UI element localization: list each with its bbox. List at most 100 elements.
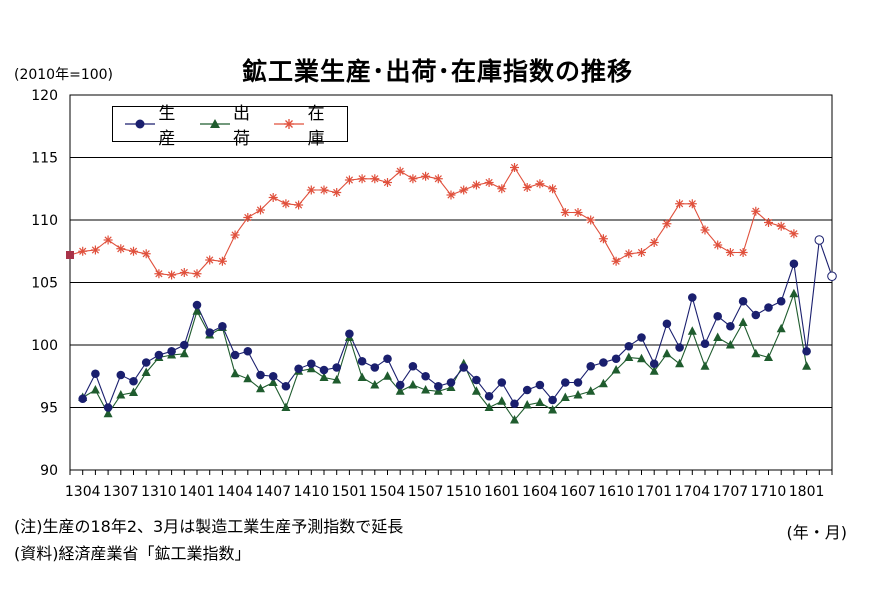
shipments-point — [675, 358, 685, 368]
legend-label-shipments: 出荷 — [233, 104, 250, 149]
x-tick-label: 1607 — [560, 484, 596, 500]
shipments-point — [789, 288, 799, 298]
y-tick-label: 105 — [31, 276, 58, 292]
production-point — [370, 363, 380, 372]
inventory-point — [548, 184, 558, 194]
shipments-line — [82, 291, 808, 421]
inventory-point — [306, 185, 316, 195]
legend-marker-production — [125, 119, 155, 129]
shipments-point — [141, 367, 151, 376]
production-point — [688, 293, 697, 302]
inventory-point — [357, 174, 367, 184]
production-point — [116, 370, 126, 380]
shipments-point — [256, 383, 265, 393]
shipments-point — [383, 371, 392, 380]
shipments-point — [738, 317, 748, 326]
production-point — [484, 391, 494, 401]
inventory-point — [90, 245, 100, 255]
inventory-point — [179, 268, 189, 277]
production-point — [268, 371, 278, 381]
inventory-point — [344, 175, 354, 185]
production-point — [332, 363, 342, 372]
shipments-point — [421, 385, 431, 394]
production-point — [357, 356, 367, 366]
inventory-point — [611, 256, 621, 266]
production-point — [154, 350, 164, 360]
production-point — [675, 343, 684, 352]
production-point — [738, 296, 748, 306]
x-tick-label: 1504 — [370, 484, 406, 500]
production-point — [395, 380, 405, 390]
production-point — [307, 359, 316, 369]
inventory-line — [69, 166, 795, 276]
shipments-point — [751, 348, 761, 358]
shipments-point — [802, 361, 812, 370]
production-point — [497, 378, 507, 387]
shipments-point — [370, 380, 380, 389]
chart-legend: 生産 出荷 在庫 — [112, 104, 348, 149]
production-point — [446, 378, 456, 387]
inventory-point — [433, 174, 443, 184]
shipments-point — [116, 390, 126, 399]
x-tick-label: 1704 — [674, 484, 710, 500]
y-tick-label: 115 — [31, 151, 58, 167]
production-point — [281, 381, 291, 391]
x-tick-label: 1601 — [484, 484, 520, 500]
shipments-point — [637, 353, 646, 363]
production-point — [713, 311, 722, 321]
inventory-point — [332, 188, 342, 197]
production-point — [522, 385, 532, 395]
legend-item-inventory: 在庫 — [272, 99, 341, 149]
shipments-point — [90, 385, 100, 394]
x-tick-label: 1310 — [141, 484, 177, 500]
production-point — [256, 370, 265, 380]
inventory-point — [78, 246, 88, 256]
inventory-point — [484, 178, 494, 187]
inventory-point — [103, 235, 113, 245]
production-point — [294, 364, 303, 374]
y-tick-label: 110 — [31, 213, 58, 229]
production-point — [637, 333, 646, 342]
x-tick-label: 1410 — [293, 484, 329, 500]
x-tick-label: 1801 — [789, 484, 825, 500]
inventory-point — [471, 180, 481, 190]
production-point — [421, 371, 430, 381]
inventory-point — [294, 200, 304, 210]
production-point — [649, 359, 659, 369]
y-tick-label: 100 — [31, 338, 58, 354]
inventory-point — [256, 205, 265, 215]
shipments-point — [510, 415, 519, 424]
shipments-point — [192, 306, 202, 315]
production-point — [383, 354, 392, 364]
production-projection-point — [814, 235, 825, 245]
production-point — [91, 369, 100, 379]
shipments-point — [103, 408, 113, 418]
production-point — [624, 341, 634, 351]
x-unit-label: (年・月) — [786, 523, 848, 542]
shipments-point — [649, 366, 659, 375]
production-point — [561, 378, 570, 387]
production-point — [548, 395, 557, 405]
shipments-point — [776, 323, 786, 333]
legend-label-inventory: 在庫 — [307, 104, 325, 149]
inventory-point — [598, 234, 608, 244]
inventory-point — [154, 269, 164, 279]
production-point — [434, 381, 443, 391]
shipments-point — [586, 386, 596, 395]
production-point — [776, 296, 786, 306]
chart-title: 鉱工業生産･出荷･在庫指数の推移 — [241, 57, 633, 86]
inventory-point — [205, 255, 215, 265]
x-tick-label: 1710 — [751, 484, 787, 500]
inventory-point — [751, 206, 761, 216]
shipments-point — [535, 397, 545, 406]
shipments-point — [662, 348, 672, 358]
inventory-point — [66, 251, 74, 259]
shipments-point — [129, 387, 138, 396]
x-tick-label: 1507 — [408, 484, 444, 500]
inventory-point — [649, 238, 659, 247]
shipments-point — [598, 378, 608, 388]
inventory-point — [243, 213, 253, 222]
inventory-point — [116, 244, 126, 254]
production-point — [192, 300, 202, 310]
inventory-point — [573, 208, 583, 217]
